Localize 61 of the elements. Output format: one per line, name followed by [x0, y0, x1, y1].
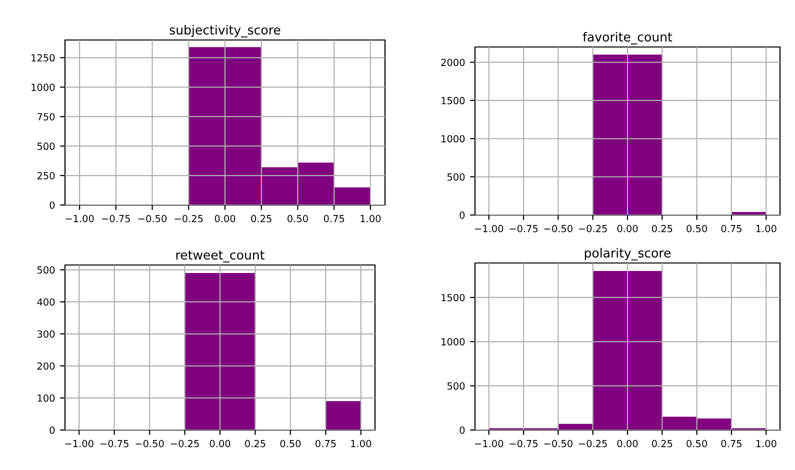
chart-title: polarity_score — [584, 248, 671, 260]
chart-title: retweet_count — [176, 250, 264, 262]
x-tick-label: 0.00 — [214, 214, 236, 222]
x-tick-label: 0.50 — [686, 440, 707, 448]
x-tick-label: −0.50 — [544, 440, 572, 448]
x-tick-label: 0.50 — [288, 214, 308, 222]
x-tick-label: 0.75 — [316, 440, 336, 448]
x-tick-label: 0.00 — [617, 440, 638, 448]
x-tick-label: 0.25 — [245, 440, 266, 448]
y-tick-label: 1000 — [442, 338, 465, 346]
x-tick-label: −1.00 — [65, 440, 94, 448]
chart-title: subjectivity_score — [170, 24, 280, 38]
x-tick-label: −0.75 — [100, 440, 128, 448]
x-tick-label: 1.00 — [756, 224, 776, 232]
y-tick-label: 100 — [38, 394, 55, 402]
y-tick-label: 500 — [447, 382, 465, 390]
y-tick-label: 0 — [460, 426, 465, 434]
x-tick-label: −0.25 — [578, 440, 607, 448]
y-tick-label: 500 — [37, 142, 55, 150]
x-tick-label: 0.50 — [686, 224, 707, 232]
x-tick-label: −0.75 — [510, 224, 538, 232]
y-tick-label: 250 — [37, 172, 55, 180]
y-tick-label: 1500 — [442, 96, 465, 104]
y-tick-label: 0 — [50, 201, 55, 209]
x-tick-label: 0.00 — [210, 440, 230, 448]
x-tick-label: 1.00 — [351, 440, 372, 448]
y-tick-label: 300 — [37, 330, 55, 338]
y-tick-label: 0 — [460, 211, 465, 219]
x-tick-label: −1.00 — [474, 224, 504, 232]
y-tick-label: 2000 — [441, 58, 465, 66]
x-tick-label: 1.00 — [756, 440, 776, 448]
x-tick-label: 0.50 — [280, 440, 301, 448]
x-tick-label: −0.50 — [138, 214, 167, 222]
y-tick-label: 200 — [37, 362, 55, 370]
x-tick-label: 0.25 — [652, 224, 672, 232]
x-tick-label: −0.25 — [174, 214, 203, 222]
y-tick-label: 500 — [37, 266, 55, 274]
y-tick-label: 1250 — [32, 54, 55, 62]
y-tick-label: 1000 — [442, 135, 465, 142]
x-tick-label: 0.25 — [251, 214, 272, 222]
x-tick-label: −0.25 — [170, 440, 199, 448]
x-tick-label: −0.75 — [510, 440, 538, 448]
x-tick-label: −0.50 — [136, 440, 164, 448]
y-tick-label: 0 — [50, 426, 55, 434]
x-tick-label: 0.75 — [324, 214, 344, 222]
y-tick-label: 750 — [38, 113, 55, 120]
y-tick-label: 1500 — [442, 294, 465, 302]
x-tick-label: −0.50 — [544, 224, 572, 232]
x-tick-label: 0.75 — [721, 440, 742, 448]
x-tick-label: 0.25 — [652, 440, 672, 448]
x-tick-label: 1.00 — [360, 214, 381, 222]
x-tick-label: −1.00 — [474, 440, 504, 448]
x-tick-label: −1.00 — [66, 214, 94, 222]
y-tick-label: 1000 — [32, 84, 55, 91]
x-tick-label: 0.75 — [721, 224, 742, 232]
x-tick-label: −0.25 — [578, 224, 607, 232]
chart-title: favorite_count — [582, 32, 672, 44]
y-tick-label: 500 — [447, 173, 465, 181]
x-tick-label: 0.00 — [617, 224, 638, 232]
y-tick-label: 400 — [37, 298, 55, 306]
x-tick-label: −0.75 — [102, 214, 130, 222]
